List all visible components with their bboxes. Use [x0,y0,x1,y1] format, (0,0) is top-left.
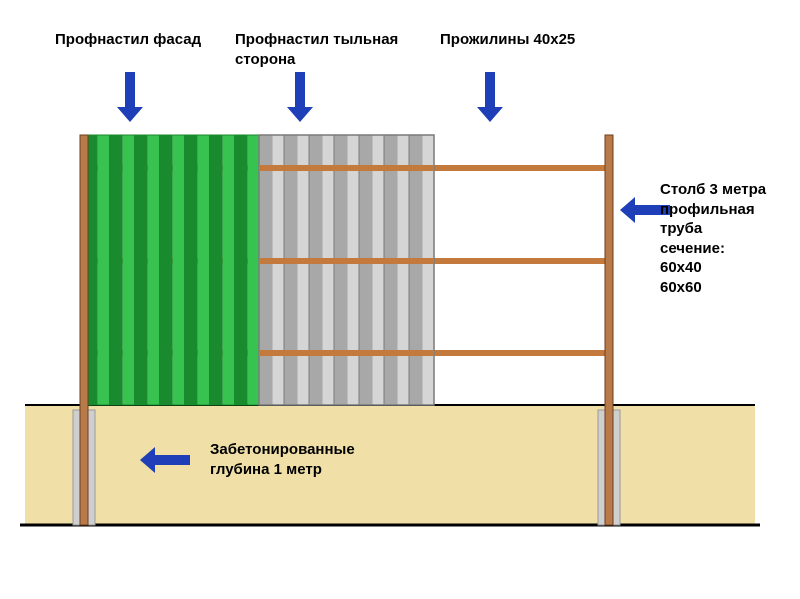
label-back-sheet: Профнастил тыльнаясторона [235,30,398,69]
label-facade-sheet: Профнастил фасад [55,30,201,50]
corrugated-facade [84,135,259,405]
label-post: Столб 3 метрапрофильная трубасечение:60х… [660,180,800,297]
label-rails: Прожилины 40х25 [440,30,575,50]
fence-diagram [0,0,800,599]
label-foundation: Забетонированныеглубина 1 метр [210,440,355,479]
corrugated-back [259,135,434,405]
ground-layer [20,405,760,525]
